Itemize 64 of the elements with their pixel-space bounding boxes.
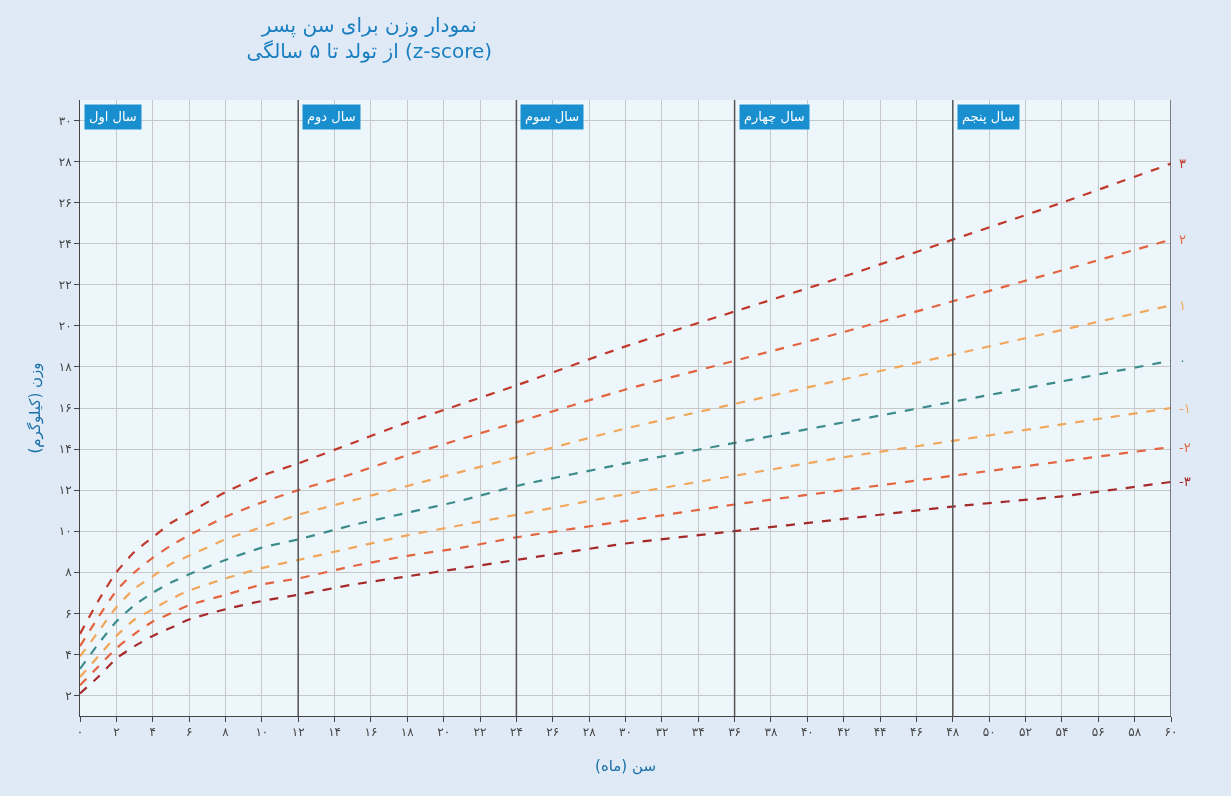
line-series bbox=[80, 406, 1171, 679]
x-tick-label: ۱۴ bbox=[328, 725, 342, 740]
x-tick-label: ۴۸ bbox=[946, 725, 960, 740]
y-tick-label: ۲۴ bbox=[58, 236, 72, 251]
y-tick-label: ۱۸ bbox=[58, 360, 73, 375]
y-tick-label: ۱۲ bbox=[58, 483, 72, 498]
x-tick-label: ۶۰ bbox=[1164, 725, 1178, 740]
x-tick-label: ۳۶ bbox=[728, 725, 742, 740]
series-label: ۲ bbox=[1179, 232, 1186, 247]
x-tick-label: ۴ bbox=[149, 725, 156, 740]
series-label: -۳ bbox=[1179, 474, 1191, 489]
x-axis-title: سن (ماه) bbox=[595, 757, 656, 775]
x-tick-label: ۳۲ bbox=[655, 725, 669, 740]
band-label: سال دوم bbox=[307, 109, 356, 125]
series-label: -۲ bbox=[1179, 440, 1191, 455]
x-tick-label: ۶ bbox=[185, 725, 193, 740]
x-tick-label: ۴۰ bbox=[800, 725, 814, 740]
series-label: ۰ bbox=[1179, 353, 1186, 368]
y-tick-label: ۲۲ bbox=[58, 278, 72, 292]
x-tick-label: ۱۶ bbox=[364, 725, 378, 740]
x-tick-label: ۳۸ bbox=[764, 725, 778, 740]
x-tick-label: ۱۸ bbox=[400, 725, 415, 740]
y-tick-label: ۴ bbox=[65, 647, 72, 662]
x-tick-label: ۴۶ bbox=[909, 725, 923, 740]
x-tick-label: ۲۰ bbox=[437, 725, 451, 740]
x-tick-label: ۵۲ bbox=[1019, 725, 1032, 740]
x-tick-label: ۵۶ bbox=[1091, 725, 1105, 740]
chart-title: نمودار وزن برای سن پسر از تولد تا ۵ سالگی (z-score) bbox=[246, 12, 493, 63]
x-tick-label: ۲۴ bbox=[509, 725, 523, 740]
x-tick-label: ۸ bbox=[222, 725, 230, 740]
x-tick-label: ۰ bbox=[76, 725, 84, 740]
y-tick-label: ۱۴ bbox=[58, 442, 72, 457]
x-tick-label: ۱۰ bbox=[255, 725, 269, 740]
x-tick-label: ۳۴ bbox=[691, 725, 705, 740]
series-label: ۱ bbox=[1179, 298, 1186, 313]
series-label: -۱ bbox=[1179, 401, 1191, 416]
line-series bbox=[80, 480, 1171, 695]
y-axis-title: وزن (کیلوگرم) bbox=[26, 362, 44, 454]
x-tick-label: ۲ bbox=[113, 725, 120, 740]
y-tick-label: ۲۸ bbox=[58, 154, 73, 169]
series-label: ۳ bbox=[1179, 156, 1186, 171]
band-label: سال چهارم bbox=[744, 109, 805, 125]
y-tick-label: ۲۶ bbox=[58, 195, 72, 210]
y-tick-label: ۳۰ bbox=[58, 113, 72, 128]
x-tick-label: ۵۴ bbox=[1055, 725, 1069, 740]
band-label: سال پنجم bbox=[962, 109, 1016, 125]
band-label: سال اول bbox=[89, 109, 137, 125]
line-series bbox=[80, 162, 1171, 635]
x-tick-label: ۵۰ bbox=[982, 725, 996, 740]
y-tick-label: ۲۰ bbox=[58, 319, 72, 334]
x-tick-label: ۵۸ bbox=[1128, 725, 1142, 740]
y-tick-label: ۲ bbox=[65, 688, 72, 703]
y-tick-label: ۸ bbox=[65, 565, 73, 580]
band-label: سال سوم bbox=[525, 109, 580, 125]
x-tick-label: ۳۰ bbox=[619, 725, 632, 740]
x-tick-label: ۲۶ bbox=[546, 725, 560, 740]
x-tick-label: ۱۲ bbox=[291, 725, 305, 740]
y-tick-label: ۱۰ bbox=[58, 524, 72, 539]
x-tick-label: ۴۴ bbox=[873, 725, 887, 740]
x-tick-label: ۲۲ bbox=[473, 725, 487, 740]
y-tick-label: ۶ bbox=[65, 606, 72, 621]
x-tick-label: ۲۸ bbox=[582, 725, 597, 740]
y-tick-label: ۱۶ bbox=[58, 401, 72, 416]
x-tick-label: ۴۲ bbox=[837, 725, 851, 740]
